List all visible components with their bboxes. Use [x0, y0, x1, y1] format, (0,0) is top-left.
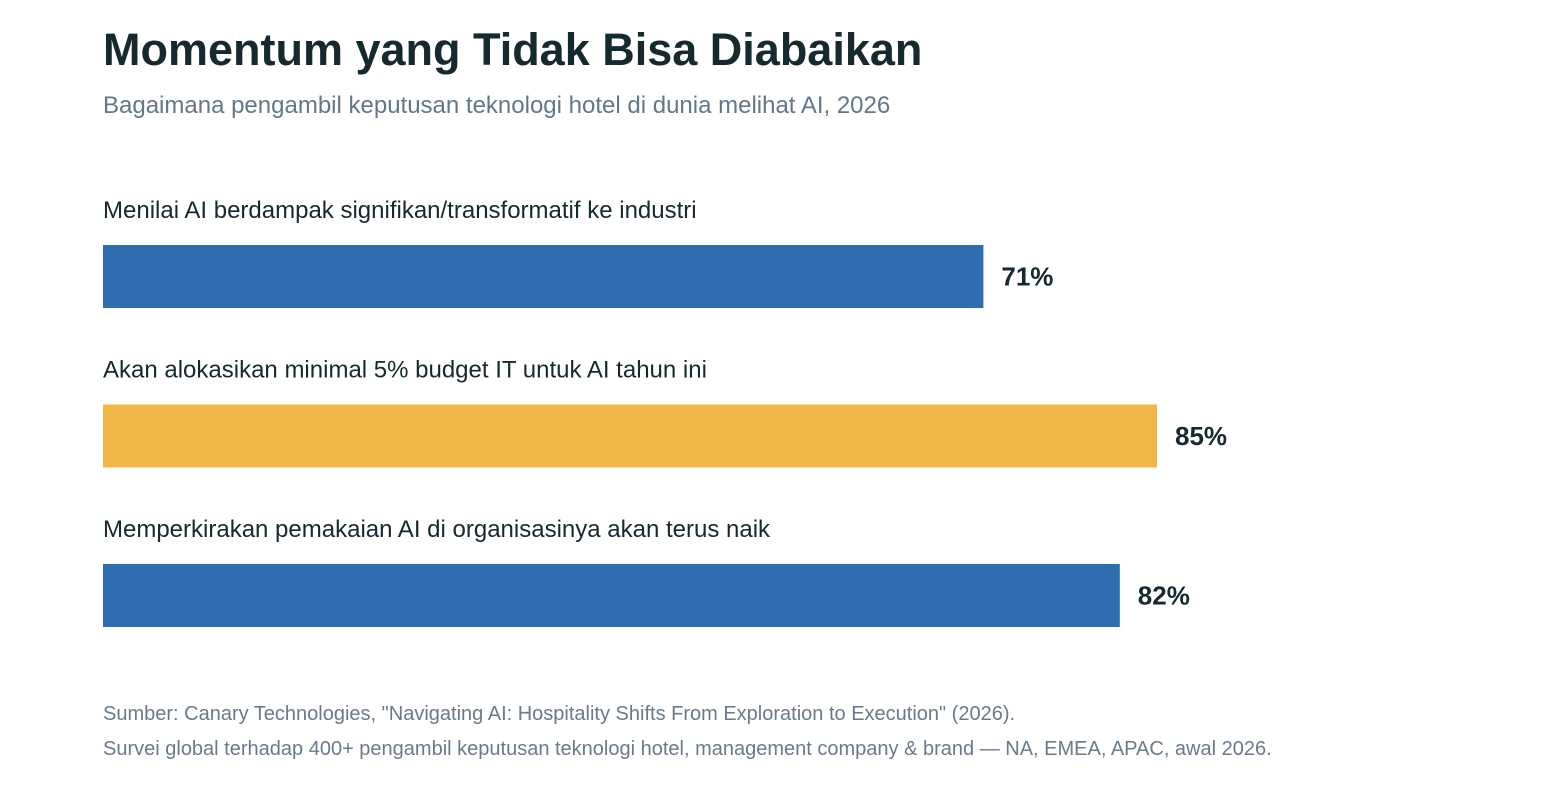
category-label: Menilai AI berdampak signifikan/transfor…: [103, 197, 697, 224]
source-note: Sumber: Canary Technologies, "Navigating…: [103, 703, 1016, 725]
value-label: 85%: [1175, 421, 1227, 451]
category-label: Akan alokasikan minimal 5% budget IT unt…: [103, 357, 707, 384]
bar: [103, 404, 1157, 468]
value-label: 82%: [1138, 581, 1190, 611]
value-label: 71%: [1001, 262, 1053, 292]
chart-title: Momentum yang Tidak Bisa Diabaikan: [103, 24, 923, 75]
category-label: Memperkirakan pemakaian AI di organisasi…: [103, 516, 771, 543]
chart-subtitle: Bagaimana pengambil keputusan teknologi …: [103, 92, 891, 119]
bar: [103, 245, 984, 308]
bar: [103, 564, 1120, 627]
survey-note: Survei global terhadap 400+ pengambil ke…: [103, 738, 1272, 760]
